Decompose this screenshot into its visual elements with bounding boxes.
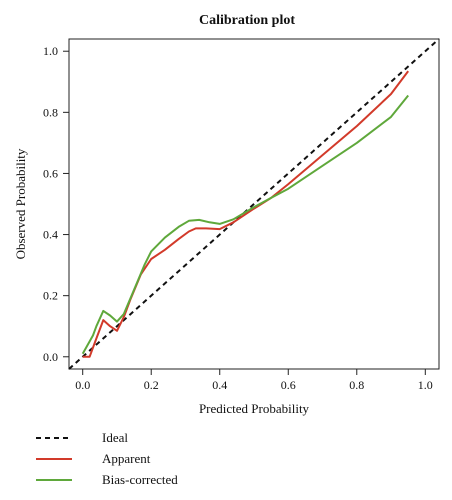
series-line-bias-corrected: [81, 94, 409, 355]
y-axis-label: Observed Probability: [13, 148, 28, 259]
y-tick-label: 1.0: [43, 44, 58, 58]
x-tick-label: 0.4: [212, 378, 227, 392]
y-tick-label: 0.0: [43, 350, 58, 364]
legend: Ideal Apparent Bias-corrected: [36, 430, 178, 487]
y-tick-label: 0.4: [43, 228, 58, 242]
x-tick-label: 0.0: [75, 378, 90, 392]
plot-frame: [68, 38, 440, 370]
y-tick-label: 0.6: [43, 166, 58, 180]
series-line-ideal: [68, 38, 440, 370]
chart-title: Calibration plot: [199, 13, 295, 28]
legend-label-apparent: Apparent: [102, 451, 151, 466]
x-tick-label: 0.2: [144, 378, 159, 392]
series-lines: [68, 38, 440, 370]
legend-label-bias-corrected: Bias-corrected: [102, 472, 178, 487]
x-tick-label: 0.6: [281, 378, 296, 392]
x-tick-label: 0.8: [349, 378, 364, 392]
series-line-apparent: [82, 70, 409, 358]
y-tick-label: 0.2: [43, 289, 58, 303]
x-tick-label: 1.0: [418, 378, 433, 392]
x-axis-label: Predicted Probability: [199, 401, 310, 416]
legend-label-ideal: Ideal: [102, 430, 128, 445]
y-tick-label: 0.8: [43, 105, 58, 119]
axis-ticks: 0.0 0.2 0.4 0.6 0.8 1.0 0.0 0.2 0.4 0.6 0.8 1.0: [43, 44, 433, 392]
